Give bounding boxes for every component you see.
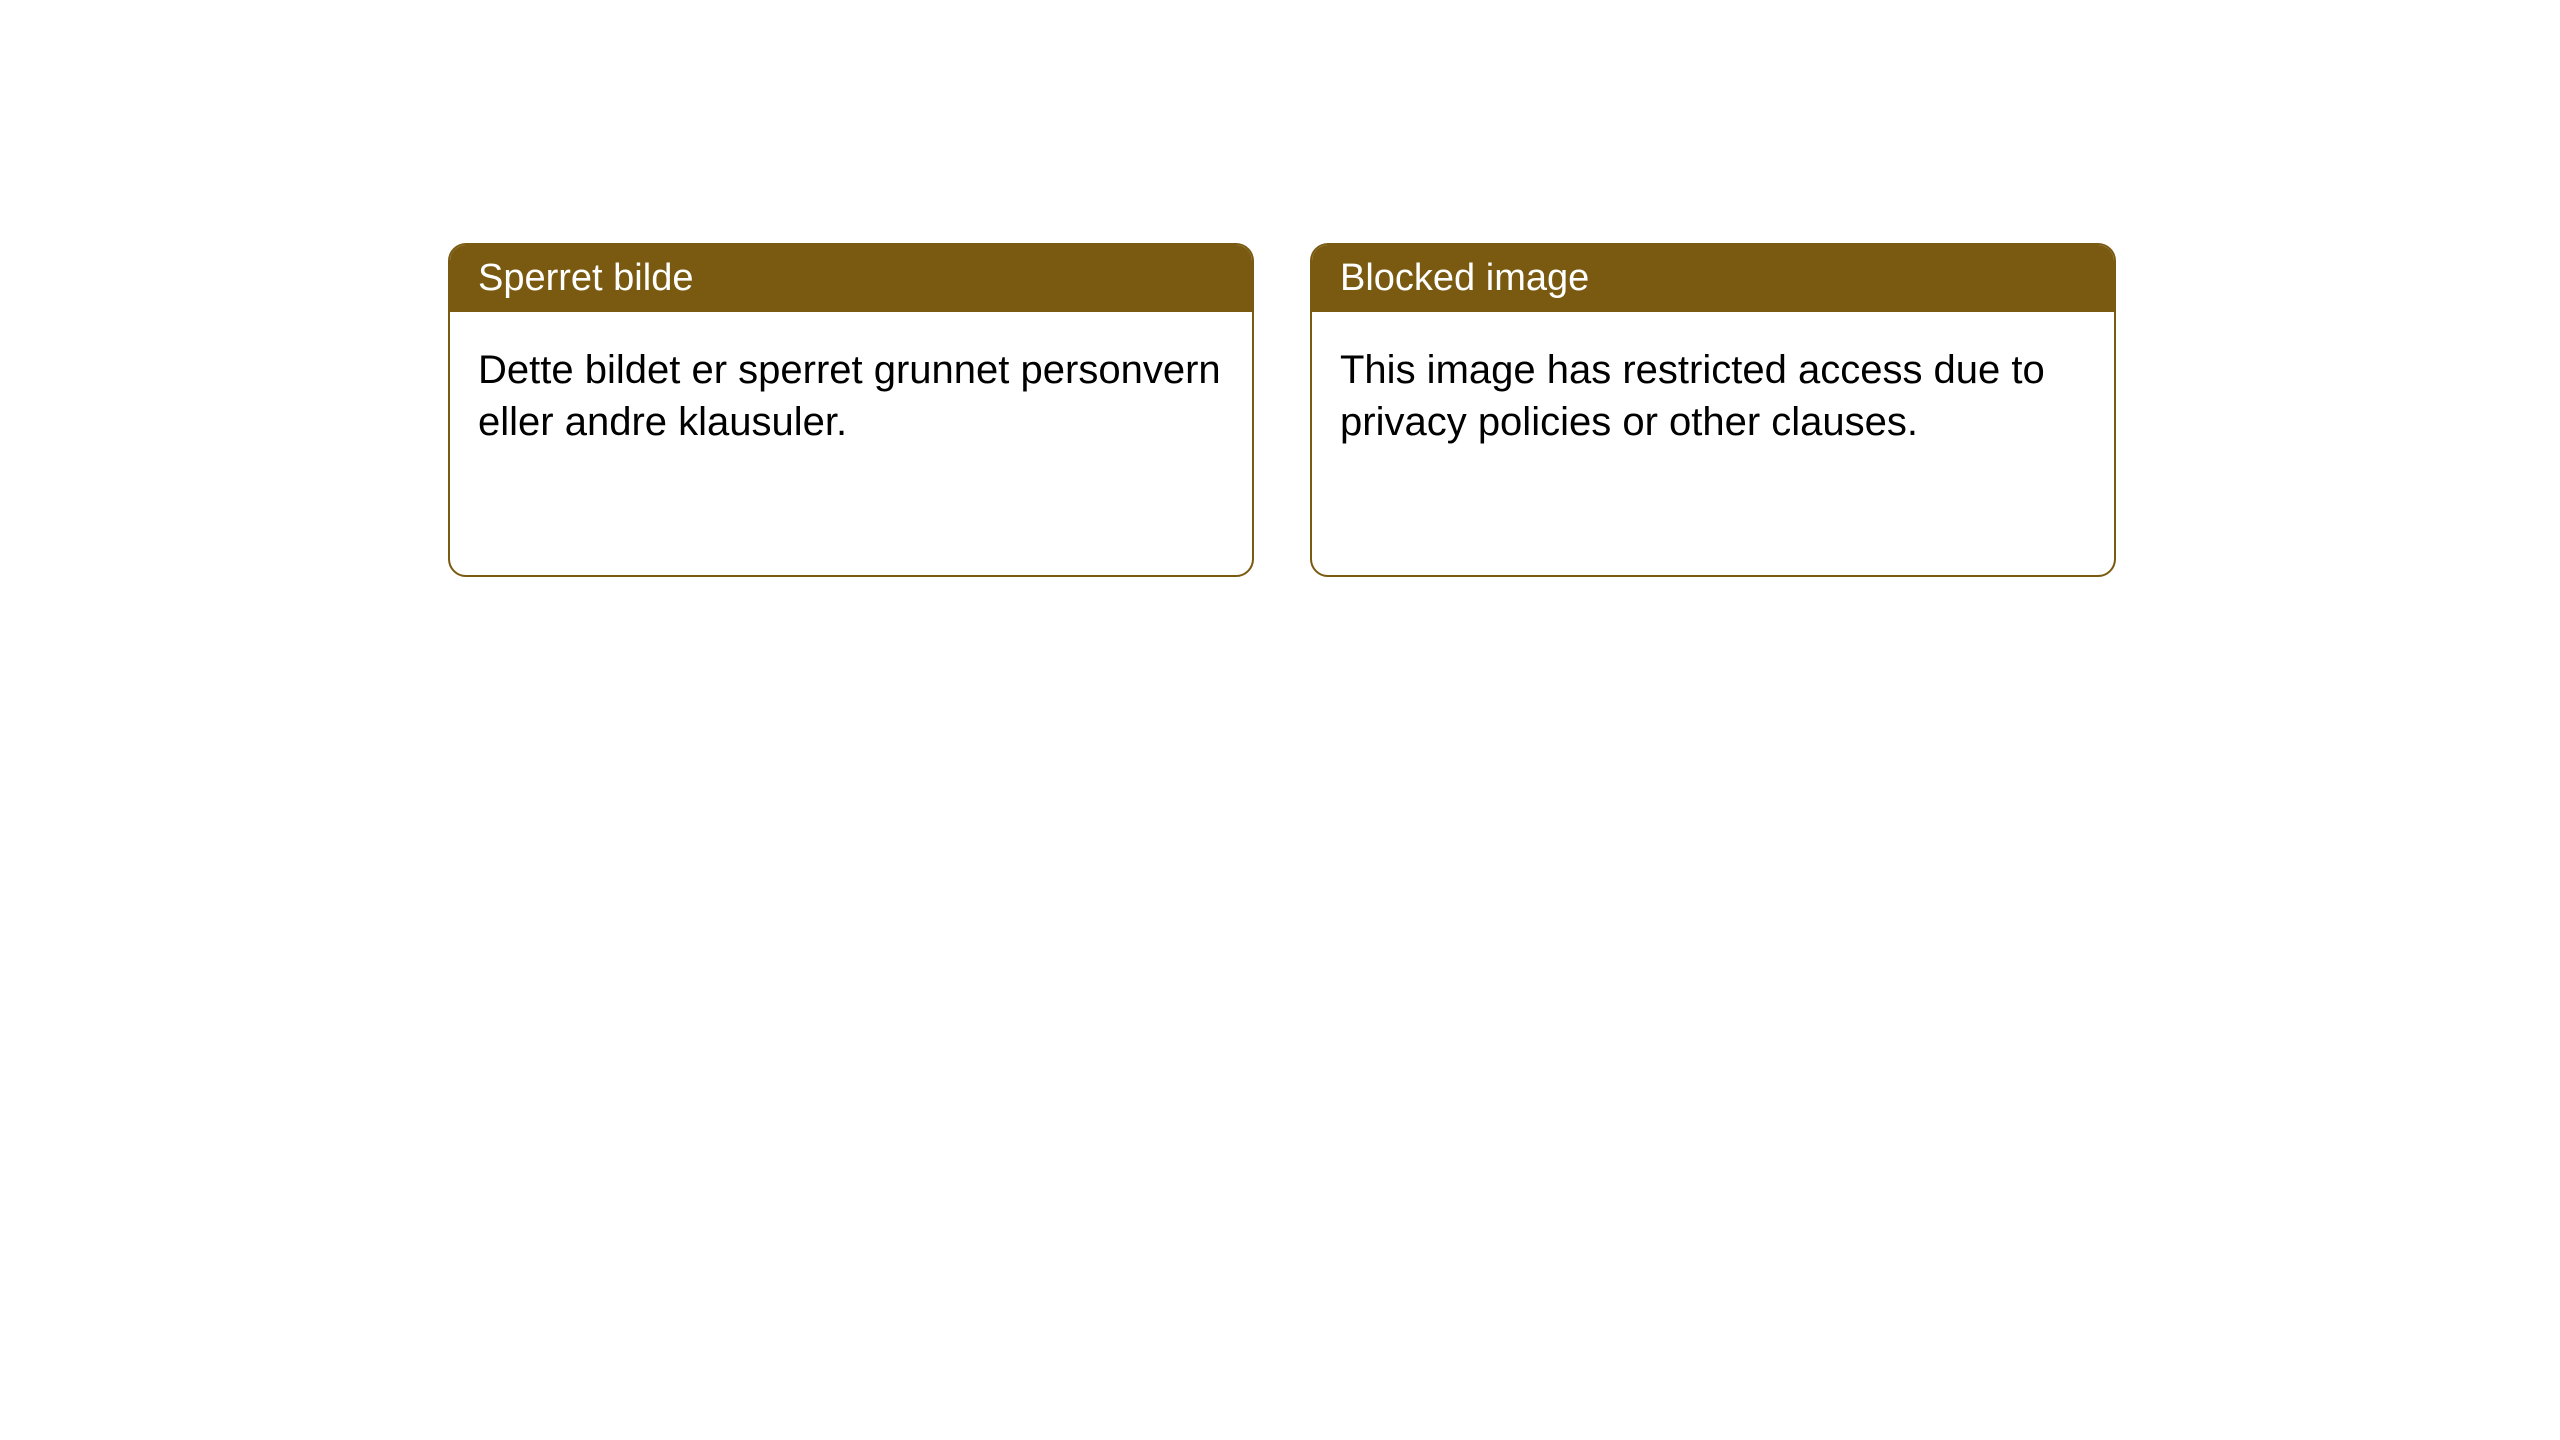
notice-container: Sperret bilde Dette bildet er sperret gr… <box>0 0 2560 577</box>
notice-header: Blocked image <box>1312 245 2114 312</box>
notice-body: Dette bildet er sperret grunnet personve… <box>450 312 1252 480</box>
notice-header: Sperret bilde <box>450 245 1252 312</box>
notice-body-text: This image has restricted access due to … <box>1340 348 2045 444</box>
notice-title: Blocked image <box>1340 257 1589 299</box>
notice-body: This image has restricted access due to … <box>1312 312 2114 480</box>
notice-card-english: Blocked image This image has restricted … <box>1310 243 2116 577</box>
notice-card-norwegian: Sperret bilde Dette bildet er sperret gr… <box>448 243 1254 577</box>
notice-body-text: Dette bildet er sperret grunnet personve… <box>478 348 1221 444</box>
notice-title: Sperret bilde <box>478 257 693 299</box>
